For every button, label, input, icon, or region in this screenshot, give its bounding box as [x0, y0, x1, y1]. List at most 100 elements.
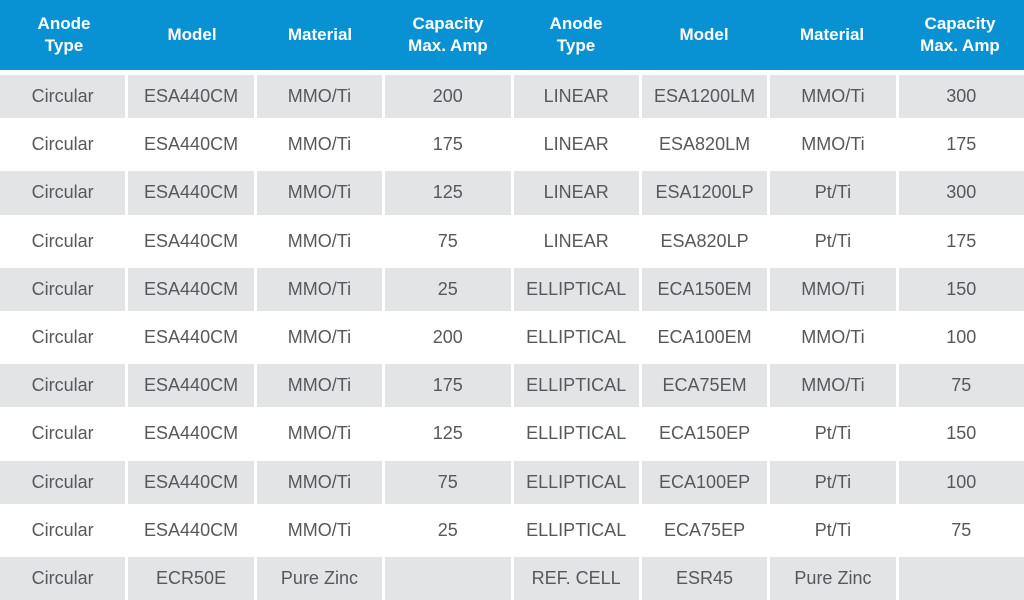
cell-material: MMO/Ti	[256, 508, 383, 552]
cell-material: MMO/Ti	[256, 460, 383, 504]
table-row: Circular ESA440CM MMO/Ti 175 LINEAR ESA8…	[0, 123, 1024, 167]
header-capacity-right: Capacity Max. Amp	[920, 13, 1000, 55]
cell-capacity: 75	[385, 219, 511, 263]
cell-material: Pt/Ti	[770, 508, 896, 552]
cell-anode-type: Circular	[0, 556, 126, 600]
table-row: Circular ESA440CM MMO/Ti 200 LINEAR ESA1…	[0, 75, 1024, 119]
cell-anode-type: Circular	[0, 315, 126, 360]
cell-capacity: 25	[385, 267, 511, 311]
cell-model: ECR50E	[128, 556, 254, 600]
cell-model: ESA1200LP	[641, 171, 768, 215]
cell-capacity: 300	[898, 171, 1024, 215]
cell-material: Pure Zinc	[256, 556, 383, 600]
cell-model: ESA440CM	[128, 412, 254, 456]
table-row: Circular ESA440CM MMO/Ti 125 LINEAR ESA1…	[0, 171, 1024, 215]
cell-anode-type: ELLIPTICAL	[513, 315, 639, 360]
cell-model: ESA440CM	[128, 315, 254, 360]
cell-model: ESA440CM	[128, 460, 254, 504]
cell-anode-type: Circular	[0, 219, 126, 263]
cell-anode-type: Circular	[0, 508, 126, 552]
cell-model: ECA150EP	[641, 412, 768, 456]
cell-capacity: 75	[898, 364, 1024, 408]
cell-material: Pt/Ti	[770, 412, 896, 456]
cell-capacity: 175	[385, 123, 511, 167]
table-row: Circular ECR50E Pure Zinc REF. CELL ESR4…	[0, 556, 1024, 600]
cell-model: ECA150EM	[641, 267, 768, 311]
cell-capacity: 125	[385, 171, 511, 215]
cell-material: MMO/Ti	[256, 171, 383, 215]
table-row: Circular ESA440CM MMO/Ti 125 ELLIPTICAL …	[0, 412, 1024, 456]
cell-material: Pt/Ti	[770, 219, 896, 263]
cell-anode-type: Circular	[0, 75, 126, 119]
cell-capacity: 200	[385, 315, 511, 360]
cell-model: ECA100EP	[641, 460, 768, 504]
cell-anode-type: LINEAR	[513, 75, 639, 119]
cell-material: MMO/Ti	[770, 315, 896, 360]
cell-anode-type: LINEAR	[513, 123, 639, 167]
cell-model: ECA75EM	[641, 364, 768, 408]
table-row: Circular ESA440CM MMO/Ti 175 ELLIPTICAL …	[0, 364, 1024, 408]
cell-model: ESA820LM	[641, 123, 768, 167]
table-row: Circular ESA440CM MMO/Ti 25 ELLIPTICAL E…	[0, 267, 1024, 311]
cell-capacity	[898, 556, 1024, 600]
cell-capacity: 75	[898, 508, 1024, 552]
cell-material: Pt/Ti	[770, 460, 896, 504]
cell-model: ESA440CM	[128, 219, 254, 263]
cell-material: MMO/Ti	[770, 364, 896, 408]
cell-model: ESA440CM	[128, 267, 254, 311]
cell-model: ECA75EP	[641, 508, 768, 552]
header-capacity-left: Capacity Max. Amp	[408, 13, 488, 55]
cell-material: MMO/Ti	[256, 219, 383, 263]
cell-anode-type: Circular	[0, 267, 126, 311]
cell-material: MMO/Ti	[256, 75, 383, 119]
cell-model: ESA1200LM	[641, 75, 768, 119]
cell-model: ESA440CM	[128, 75, 254, 119]
cell-anode-type: Circular	[0, 171, 126, 215]
cell-model: ESA820LP	[641, 219, 768, 263]
cell-material: Pure Zinc	[770, 556, 896, 600]
table-header-row: Anode Type Model Material Capacity Max. …	[0, 0, 1024, 70]
cell-capacity: 75	[385, 460, 511, 504]
cell-capacity: 150	[898, 267, 1024, 311]
cell-capacity: 175	[385, 364, 511, 408]
cell-anode-type: ELLIPTICAL	[513, 267, 639, 311]
header-material-left: Material	[287, 24, 353, 44]
cell-anode-type: ELLIPTICAL	[513, 412, 639, 456]
cell-anode-type: ELLIPTICAL	[513, 364, 639, 408]
cell-capacity: 150	[898, 412, 1024, 456]
cell-material: MMO/Ti	[770, 267, 896, 311]
cell-material: MMO/Ti	[256, 267, 383, 311]
header-model-right: Model	[679, 24, 729, 44]
cell-capacity: 300	[898, 75, 1024, 119]
table-body: Circular ESA440CM MMO/Ti 200 LINEAR ESA1…	[0, 70, 1024, 600]
header-material-right: Material	[799, 24, 865, 44]
cell-capacity: 100	[898, 460, 1024, 504]
table-row: Circular ESA440CM MMO/Ti 75 LINEAR ESA82…	[0, 219, 1024, 263]
cell-anode-type: Circular	[0, 460, 126, 504]
cell-capacity: 100	[898, 315, 1024, 360]
table-row: Circular ESA440CM MMO/Ti 25 ELLIPTICAL E…	[0, 508, 1024, 552]
header-anode-type-right: Anode Type	[549, 13, 603, 55]
cell-anode-type: Circular	[0, 364, 126, 408]
cell-material: MMO/Ti	[256, 315, 383, 360]
cell-capacity: 175	[898, 219, 1024, 263]
cell-capacity: 175	[898, 123, 1024, 167]
cell-anode-type: LINEAR	[513, 219, 639, 263]
cell-material: MMO/Ti	[770, 123, 896, 167]
cell-capacity: 125	[385, 412, 511, 456]
cell-model: ECA100EM	[641, 315, 768, 360]
cell-capacity: 25	[385, 508, 511, 552]
cell-model: ESA440CM	[128, 123, 254, 167]
cell-model: ESA440CM	[128, 508, 254, 552]
cell-anode-type: REF. CELL	[513, 556, 639, 600]
cell-material: MMO/Ti	[770, 75, 896, 119]
cell-material: MMO/Ti	[256, 123, 383, 167]
table-row: Circular ESA440CM MMO/Ti 200 ELLIPTICAL …	[0, 315, 1024, 360]
cell-anode-type: Circular	[0, 123, 126, 167]
cell-model: ESR45	[641, 556, 768, 600]
cell-anode-type: ELLIPTICAL	[513, 460, 639, 504]
cell-anode-type: ELLIPTICAL	[513, 508, 639, 552]
cell-material: MMO/Ti	[256, 412, 383, 456]
cell-capacity	[385, 556, 511, 600]
